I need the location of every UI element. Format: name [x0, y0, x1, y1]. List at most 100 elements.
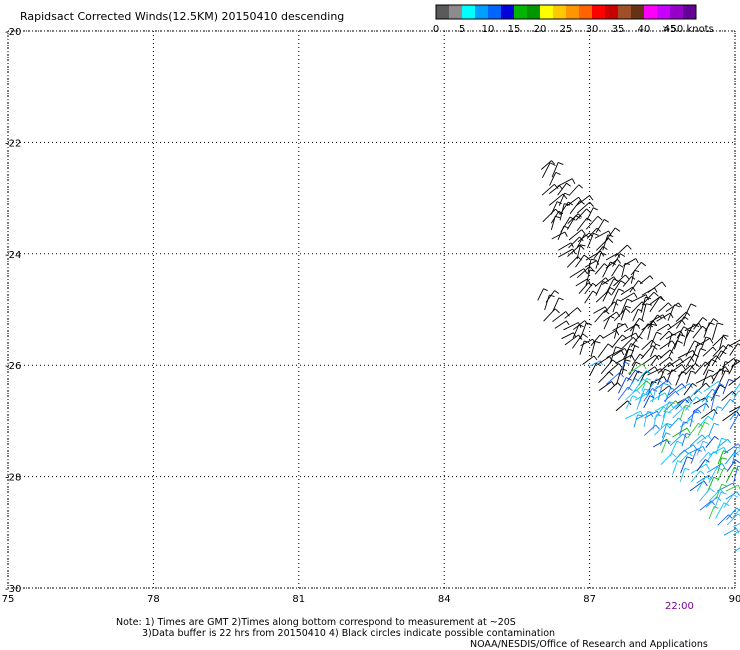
- wind-barb-flag: [632, 395, 638, 399]
- wind-barb: [607, 382, 618, 393]
- wind-barb: [693, 317, 704, 330]
- wind-barb: [693, 382, 707, 395]
- wind-barb: [563, 322, 579, 331]
- wind-barb: [566, 256, 579, 268]
- wind-barb: [584, 290, 594, 304]
- wind-barb-flag: [733, 493, 739, 499]
- wind-barb: [580, 338, 593, 347]
- wind-barb: [564, 307, 578, 319]
- wind-barb-flag: [737, 465, 740, 468]
- colorbar-label: 25: [560, 24, 573, 35]
- wind-barb-flag: [668, 302, 672, 307]
- wind-barb-flag: [577, 307, 582, 313]
- wind-barb-flag: [554, 184, 559, 189]
- wind-barb: [544, 294, 550, 311]
- wind-barb-flag: [665, 411, 672, 414]
- x-tick-label: 84: [438, 594, 451, 605]
- wind-barb-flag: [604, 263, 609, 268]
- wind-barb-flag: [736, 446, 740, 449]
- wind-barb-flag: [705, 476, 711, 480]
- wind-barb: [585, 215, 599, 230]
- wind-barb: [728, 339, 740, 347]
- wind-barb-flag: [634, 378, 640, 382]
- colorbar-swatch: [657, 5, 671, 19]
- wind-barb: [659, 340, 673, 350]
- wind-barb-flag: [690, 370, 696, 373]
- wind-barb-flag: [656, 385, 663, 389]
- wind-barb: [569, 268, 585, 278]
- x-tick-label: 90: [729, 594, 740, 605]
- colorbar-swatch: [475, 5, 489, 19]
- wind-barb: [685, 340, 695, 357]
- wind-barb: [679, 452, 690, 464]
- wind-barb-flag: [566, 320, 570, 326]
- wind-barb: [654, 402, 671, 412]
- wind-barb-flag: [688, 452, 693, 457]
- colorbar-swatch: [566, 5, 580, 19]
- wind-barb: [661, 440, 667, 454]
- wind-barb: [696, 435, 709, 445]
- wind-barb-flag: [649, 395, 655, 399]
- wind-barb: [643, 395, 651, 409]
- wind-barb-flag: [607, 290, 612, 296]
- wind-barb: [649, 297, 660, 313]
- wind-barb: [718, 334, 724, 351]
- wind-barb-flag: [620, 349, 625, 356]
- wind-barb-flag: [617, 259, 621, 264]
- note-line-1: Note: 1) Times are GMT 2)Times along bot…: [116, 617, 516, 628]
- wind-barb: [668, 403, 680, 413]
- wind-barb: [659, 330, 670, 341]
- wind-barb: [699, 488, 711, 502]
- wind-barb: [589, 363, 597, 376]
- wind-barb-flag: [646, 370, 651, 375]
- wind-barb: [711, 368, 721, 384]
- wind-barb-flag: [608, 371, 614, 376]
- wind-barb-flag: [625, 359, 631, 362]
- wind-barb: [665, 302, 679, 312]
- wind-barb: [602, 261, 611, 278]
- wind-barb: [568, 229, 582, 241]
- wind-barb-flag: [695, 363, 700, 368]
- wind-barb-flag: [659, 296, 665, 302]
- wind-barb-flag: [693, 323, 700, 328]
- wind-barb-flag: [669, 402, 674, 409]
- wind-barb-flag: [589, 195, 594, 201]
- wind-barb-flag: [671, 369, 677, 372]
- wind-barb: [638, 323, 649, 338]
- wind-barb-flag: [728, 514, 733, 519]
- wind-barb-flag: [721, 463, 726, 469]
- wind-barb: [568, 236, 580, 249]
- wind-barb-flag: [625, 274, 630, 280]
- wind-barb: [596, 238, 609, 251]
- wind-barb: [540, 160, 552, 170]
- wind-barb-flag: [597, 215, 603, 221]
- wind-barb: [714, 491, 722, 509]
- wind-barb-flag: [569, 216, 576, 221]
- wind-barb-flag: [686, 456, 694, 460]
- wind-barb-flag: [617, 382, 622, 387]
- wind-barb: [641, 378, 647, 392]
- wind-barb-flag: [584, 340, 590, 343]
- wind-barb: [731, 390, 739, 403]
- wind-barb: [694, 361, 706, 375]
- wind-barb: [721, 390, 733, 402]
- wind-barb: [725, 491, 738, 500]
- wind-barb: [683, 329, 689, 347]
- wind-barb-flag: [686, 397, 692, 403]
- wind-barb: [696, 474, 710, 484]
- wind-barb: [643, 411, 648, 427]
- colorbar-swatch: [514, 5, 528, 19]
- wind-barb: [636, 411, 651, 420]
- y-tick-label: -28: [5, 473, 21, 484]
- wind-barb-flag: [696, 389, 703, 394]
- wind-barb-flag: [720, 491, 727, 495]
- wind-barb: [679, 468, 686, 483]
- wind-barb: [659, 432, 667, 446]
- wind-barb: [650, 343, 657, 358]
- y-tick-label: -20: [5, 27, 21, 38]
- wind-barb-flag: [709, 487, 715, 493]
- wind-barb-flag: [593, 232, 599, 236]
- wind-barb: [726, 507, 738, 521]
- wind-barb-flag: [558, 297, 564, 301]
- wind-barb: [692, 325, 703, 339]
